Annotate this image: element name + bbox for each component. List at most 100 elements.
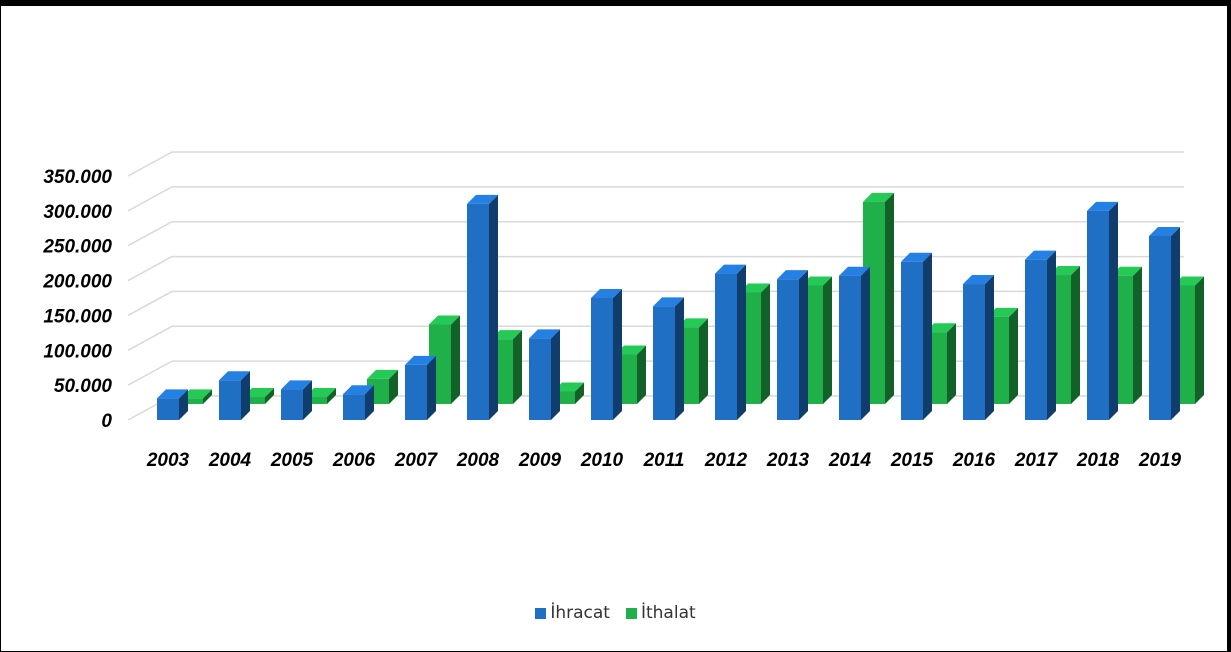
bar-top [491,330,522,340]
bar-top [801,276,832,286]
y-tick-label: 150.000 [43,306,112,327]
bar-front [305,397,327,404]
bar-side [1071,266,1080,404]
bar-top [343,385,374,395]
bar-top [243,388,274,398]
bar-front [653,306,675,420]
bar-top [405,355,436,365]
bar-front [901,261,923,420]
gridline-depth [127,151,173,177]
legend-swatch-ithalat [625,607,637,619]
x-tick-label: 2015 [890,450,934,471]
bar-ihracat-2018 [1087,201,1118,420]
bar-front [467,203,489,420]
bar-side [365,385,374,420]
x-tick-label: 2017 [1014,450,1059,471]
x-tick-label: 2011 [643,450,685,471]
gridline-depth [127,221,173,247]
gridline-depth [127,360,173,386]
bar-side [303,380,312,420]
bar-ihracat-2019 [1149,226,1180,420]
bar-side [699,318,708,404]
bar-top [219,371,250,381]
bar-top [429,315,460,325]
x-tick-label: 2018 [1076,450,1120,471]
bar-front [281,389,303,420]
bar-top [677,318,708,328]
bar-top [1025,250,1056,260]
bar-front [591,298,613,420]
bar-front [777,279,799,420]
bar-side [861,266,870,420]
bar-side [1171,226,1180,420]
x-tick-label: 2013 [766,450,810,471]
bar-front [219,380,241,420]
bar-front [405,364,427,420]
bar-top [615,345,646,355]
legend: İhracat İthalat [0,603,1231,623]
bar-top [305,388,336,398]
bar-top [963,275,994,285]
bar-top [157,389,188,399]
x-tick-label: 2009 [518,450,562,471]
x-tick-label: 2006 [332,450,376,471]
bar-side [923,252,932,420]
bar-ihracat-2013 [777,270,808,420]
bar-side [451,315,460,404]
bar-top [839,266,870,276]
bar-ihracat-2016 [963,275,994,420]
bar-side [327,388,336,404]
bar-top [987,307,1018,317]
y-tick-label: 100.000 [43,341,112,362]
bar-ihracat-2014 [839,266,870,420]
x-tick-label: 2008 [456,450,500,471]
y-tick-label: 0 [101,411,112,432]
legend-item-ithalat: İthalat [625,603,696,623]
legend-label-ithalat: İthalat [640,603,696,623]
x-tick-label: 2016 [952,450,996,471]
bar-front [157,398,179,420]
bar-front [963,284,985,420]
bar-side [1109,201,1118,420]
bar-front [343,394,365,420]
bar-front [1087,210,1109,420]
bar-front [243,397,265,404]
x-tick-label: 2010 [580,450,624,471]
bar-side [737,264,746,420]
bar-top [777,270,808,280]
bar-top [467,194,498,204]
bar-side [203,389,212,404]
x-tick-label: 2004 [208,450,252,471]
bar-front [1025,259,1047,420]
bar-side [1195,276,1204,404]
gridline-depth [127,186,173,212]
x-tick-label: 2005 [270,450,314,471]
bar-side [489,194,498,420]
bar-side [179,389,188,420]
bar-ithalat-2003 [181,389,212,404]
x-tick-label: 2007 [394,450,439,471]
x-tick-label: 2019 [1138,450,1182,471]
bar-top [1149,226,1180,236]
bar-ihracat-2004 [219,371,250,420]
x-tick-label: 2003 [146,450,190,471]
bar-top [1173,276,1204,286]
bar-ihracat-2005 [281,380,312,420]
bar-side [823,276,832,404]
x-tick-label: 2014 [828,450,872,471]
bar-ihracat-2017 [1025,250,1056,420]
bar-front [1149,235,1171,420]
x-tick-label: 2012 [704,450,748,471]
bar-top [863,192,894,202]
bar-top [925,323,956,333]
bar-ithalat-2004 [243,388,274,404]
bar-ihracat-2006 [343,385,374,420]
bar-side [1133,266,1142,404]
bar-top [1111,266,1142,276]
bar-front [839,275,861,420]
bar-ihracat-2007 [405,355,436,420]
bar-ihracat-2015 [901,252,932,420]
bar-side [613,289,622,420]
bar-ithalat-2005 [305,388,336,404]
